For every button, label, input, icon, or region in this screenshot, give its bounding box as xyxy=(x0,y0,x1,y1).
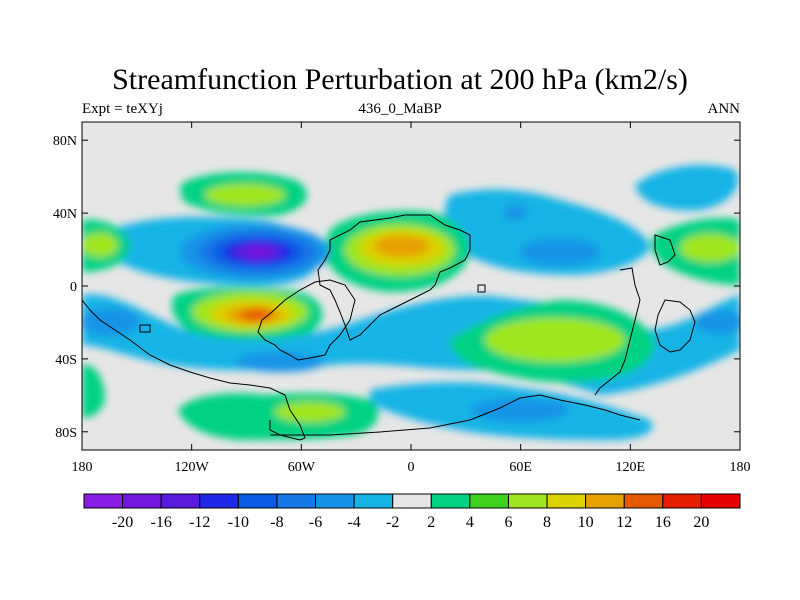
colorbar-label: -16 xyxy=(151,514,172,531)
contour-negative-inner xyxy=(244,246,272,258)
colorbar-swatch xyxy=(122,493,162,509)
coastlines xyxy=(82,214,696,441)
colorbar-label: 12 xyxy=(616,514,632,531)
colorbar-swatch xyxy=(276,493,317,509)
colorbar-swatch xyxy=(623,493,664,509)
map-panel xyxy=(81,121,741,451)
coastline-east-asia xyxy=(654,234,676,266)
lon-tick-label: 180 xyxy=(730,460,751,475)
lat-tick-label: 40N xyxy=(53,207,77,222)
colorbar-label: 8 xyxy=(543,514,551,531)
experiment-label: Expt = teXYj xyxy=(82,101,163,117)
contour-negative-belt xyxy=(635,165,739,211)
coastline-west-america xyxy=(82,299,306,441)
colorbar-label: -12 xyxy=(189,514,210,531)
colorbar-swatch xyxy=(507,493,548,509)
coastline-antarctica xyxy=(270,394,641,436)
contour-negative-inner xyxy=(695,310,740,334)
contour-negative-inner xyxy=(82,308,140,336)
plot-title: Streamfunction Perturbation at 200 hPa (… xyxy=(112,63,688,96)
colorbar-label: 16 xyxy=(655,514,671,531)
contour-positive-inner xyxy=(275,402,345,422)
colorbar-swatch xyxy=(546,493,587,509)
coastline-asia-india xyxy=(594,267,641,396)
contour-positive-inner xyxy=(205,184,285,206)
colorbar: -20 -16 -12 -10 -8 -6 -4 -2 2 4 6 8 10 12 16 20 xyxy=(83,493,741,531)
lat-tick-label: 40S xyxy=(55,353,77,368)
contour-negative-inner xyxy=(470,398,570,422)
coastline-small xyxy=(139,324,151,333)
lat-axis: 80N 40N 0 40S 80S xyxy=(53,134,740,441)
colorbar-label: 10 xyxy=(578,514,594,531)
contour-positive-inner xyxy=(374,235,430,257)
lon-tick-label: 120E xyxy=(616,460,646,475)
coastline-africa-europe xyxy=(317,214,471,341)
colorbar-label: 6 xyxy=(504,514,512,531)
lon-tick-label: 60W xyxy=(288,460,316,475)
colorbar-swatch xyxy=(353,493,394,509)
lon-tick-label: 120W xyxy=(175,460,210,475)
colorbar-swatch xyxy=(469,493,509,509)
season-label: ANN xyxy=(707,101,741,117)
contour-positive xyxy=(178,393,379,440)
colorbar-swatch xyxy=(585,493,625,509)
lon-axis: 180 120W 60W 0 60E 120E 180 xyxy=(72,122,751,475)
coastline-south-america xyxy=(257,279,356,361)
contour-positive-inner xyxy=(680,234,740,262)
colorbar-label: -4 xyxy=(347,514,360,531)
contour-positive-inner xyxy=(82,233,118,257)
colorbar-swatch xyxy=(700,493,741,509)
lon-tick-label: 60E xyxy=(509,460,532,475)
colorbar-swatch xyxy=(83,493,124,509)
lat-tick-label: 80S xyxy=(55,426,77,441)
colorbar-label: -6 xyxy=(309,514,322,531)
contour-negative-inner xyxy=(235,352,325,372)
colorbar-label: 4 xyxy=(466,514,474,531)
lon-tick-label: 180 xyxy=(72,460,93,475)
contour-negative-inner xyxy=(503,205,527,221)
contour-negative-inner xyxy=(520,238,600,266)
case-label: 436_0_MaBP xyxy=(358,101,442,117)
contour-field xyxy=(82,165,740,440)
colorbar-swatch xyxy=(237,493,278,509)
colorbar-label: -2 xyxy=(386,514,399,531)
lat-tick-label: 80N xyxy=(53,134,77,149)
lat-tick-label: 0 xyxy=(70,280,77,295)
coastline-australia xyxy=(654,299,696,353)
colorbar-label: 20 xyxy=(693,514,709,531)
lon-tick-label: 0 xyxy=(408,460,415,475)
contour-positive xyxy=(82,364,105,418)
colorbar-label: -20 xyxy=(112,514,133,531)
colorbar-swatch xyxy=(392,493,432,509)
colorbar-label: -8 xyxy=(270,514,283,531)
colorbar-swatch xyxy=(315,493,355,509)
contour-positive-inner xyxy=(485,318,625,362)
colorbar-label: -10 xyxy=(228,514,249,531)
contour-positive-inner xyxy=(240,309,272,321)
coastline-small xyxy=(477,284,486,293)
colorbar-swatch xyxy=(662,493,702,509)
colorbar-swatch xyxy=(430,493,471,509)
colorbar-swatch xyxy=(199,493,239,509)
colorbar-swatch xyxy=(160,493,201,509)
colorbar-label: 2 xyxy=(427,514,435,531)
